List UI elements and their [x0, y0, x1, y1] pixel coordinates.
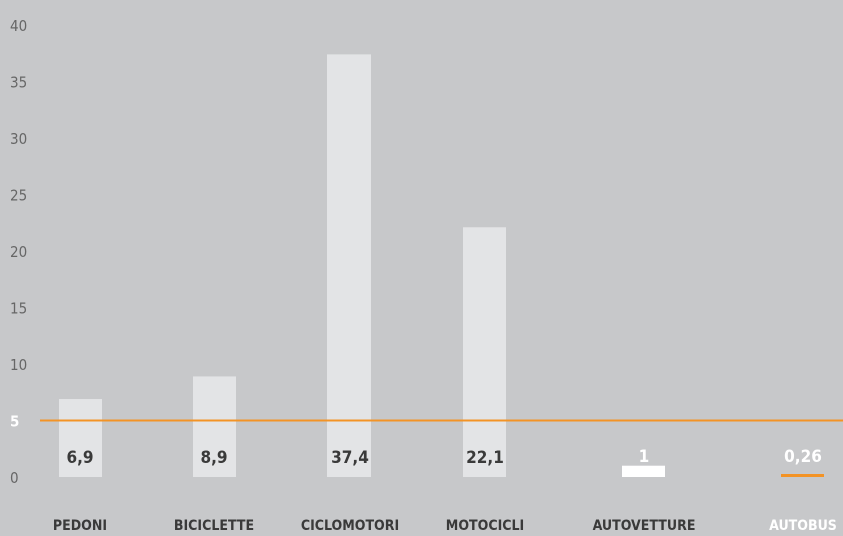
y-axis-tick-labels: 0 5 10 15 20 25 30 35 40	[10, 17, 27, 487]
x-axis-category-labels: PEDONI BICICLETTE CICLOMOTORI MOTOCICLI AUTO…	[53, 518, 837, 534]
value-label: 1	[639, 447, 650, 467]
x-category-label: AUTOVETTURE	[593, 518, 696, 534]
x-category-label: BICICLETTE	[174, 518, 254, 534]
value-label: 8,9	[200, 448, 227, 468]
y-tick-label: 15	[10, 300, 27, 318]
bar	[327, 54, 371, 477]
bars-group	[59, 54, 824, 477]
y-tick-label: 25	[10, 187, 27, 205]
bar	[59, 399, 102, 477]
value-labels-group: 6,9 8,9 37,4 22,1 1 0,26	[66, 447, 821, 468]
y-tick-label: 0	[10, 469, 19, 487]
y-tick-label: 10	[10, 356, 27, 374]
x-category-label: CICLOMOTORI	[301, 518, 399, 534]
value-label: 0,26	[784, 447, 822, 467]
y-tick-label: 40	[10, 17, 27, 35]
x-category-label: PEDONI	[53, 518, 107, 534]
bar	[781, 474, 824, 477]
value-label: 37,4	[331, 448, 369, 468]
bar	[622, 465, 665, 477]
x-category-label: AUTOBUS	[769, 518, 837, 534]
bar	[463, 227, 506, 477]
y-tick-label: 20	[10, 243, 27, 261]
y-tick-label: 30	[10, 130, 27, 148]
x-category-label: MOTOCICLI	[446, 518, 524, 534]
y-tick-label: 5	[10, 413, 19, 431]
value-label: 6,9	[66, 448, 93, 468]
bar	[193, 376, 236, 477]
y-tick-label: 35	[10, 74, 27, 92]
value-label: 22,1	[466, 448, 504, 468]
